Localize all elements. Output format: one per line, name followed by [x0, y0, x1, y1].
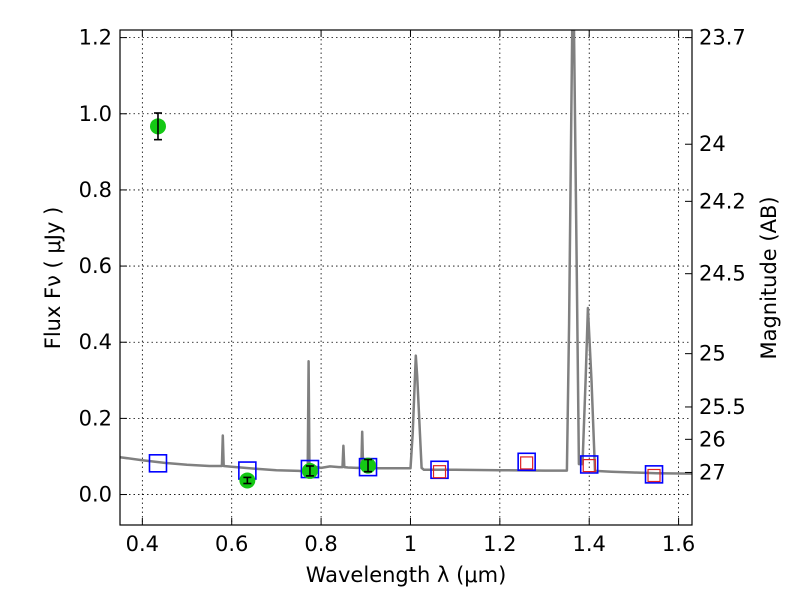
- model-spectrum-line: [120, 30, 692, 475]
- x-tick-label: 1: [404, 532, 417, 556]
- y2-tick-label: 24: [699, 132, 726, 156]
- y-axis-label: Flux Fν ( μJy ): [41, 207, 65, 350]
- model-point-blue: [579, 455, 599, 474]
- model-point-red: [432, 465, 447, 479]
- y2-tick-label: 25: [699, 342, 726, 366]
- y-tick-label: 0.4: [79, 330, 112, 354]
- y2-tick-label: 23.7: [699, 26, 746, 50]
- y-tick-label: 1.0: [79, 102, 112, 126]
- y-tick-label: 1.2: [79, 26, 112, 50]
- y2-tick-label: 24.2: [699, 189, 746, 213]
- y2-tick-label: 26: [699, 427, 726, 451]
- x-axis-label: Wavelength λ (μm): [306, 563, 507, 587]
- y2-tick-label: 27: [699, 460, 726, 484]
- ticks: 0.4 0.6 0.8 1 1.2 1.4 1.6 0.0 0.2 0.4 0.6 0.8 1.0 1.2…: [79, 26, 746, 556]
- y-tick-label: 0.2: [79, 406, 112, 430]
- y-tick-label: 0.6: [79, 254, 112, 278]
- y2-tick-label: 25.5: [699, 395, 746, 419]
- plot-frame: [119, 29, 693, 526]
- x-tick-label: 1.4: [573, 532, 606, 556]
- x-tick-label: 0.6: [215, 532, 248, 556]
- x-tick-label: 0.8: [304, 532, 337, 556]
- y-tick-label: 0.8: [79, 178, 112, 202]
- y-tick-label: 0.0: [79, 483, 112, 507]
- model-point-blue: [148, 454, 168, 473]
- x-tick-label: 0.4: [126, 532, 159, 556]
- model-point-red: [647, 468, 661, 483]
- model-point-red: [520, 456, 534, 470]
- model-point-blue: [644, 465, 664, 484]
- grid: [120, 30, 692, 525]
- model-point-blue: [517, 452, 536, 472]
- x-tick-label: 1.6: [662, 532, 695, 556]
- y2-tick-label: 24.5: [699, 262, 746, 286]
- x-tick-label: 1.2: [483, 532, 516, 556]
- model-point-red: [582, 459, 596, 473]
- y2-axis-label: Magnitude (AB): [757, 196, 781, 359]
- plot-area: [120, 30, 692, 489]
